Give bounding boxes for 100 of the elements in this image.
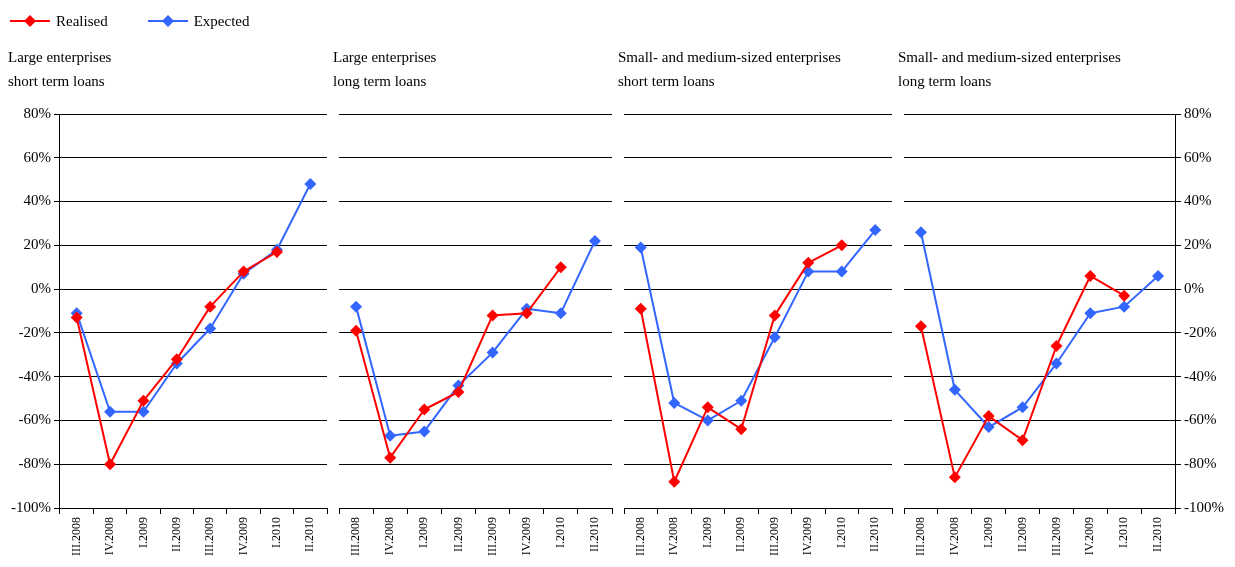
point (735, 394, 748, 407)
point (634, 241, 647, 254)
point (204, 322, 217, 335)
y-tick-label: 0% (1184, 280, 1205, 297)
point (1050, 340, 1063, 353)
point (802, 256, 815, 269)
y-tick-label: -80% (18, 455, 51, 472)
point (104, 458, 117, 471)
point (70, 311, 83, 324)
point (137, 394, 150, 407)
point (486, 309, 499, 322)
point (735, 423, 748, 436)
point (1016, 434, 1029, 447)
y-tick-label: -80% (1184, 455, 1217, 472)
x-tick-label: II.2010 (867, 517, 882, 553)
point (520, 307, 533, 320)
x-tick-label: III.2009 (484, 517, 499, 557)
y-tick-label: 20% (23, 236, 51, 253)
point (1050, 357, 1063, 370)
x-tick-label: III.2009 (202, 517, 217, 557)
x-tick-label: II.2009 (1014, 517, 1029, 553)
point (418, 403, 431, 416)
x-tick-label: IV.2009 (235, 517, 250, 556)
chart-title: Large enterprises long term loans (333, 48, 437, 89)
x-tick-label: II.2010 (587, 517, 602, 553)
point (982, 410, 995, 423)
legend-label: Expected (193, 12, 250, 30)
point (384, 429, 397, 442)
point (486, 346, 499, 359)
point (634, 302, 647, 315)
point (914, 320, 927, 333)
point (588, 234, 601, 247)
x-tick-label: II.2010 (1150, 517, 1165, 553)
point (701, 401, 714, 414)
x-tick-label: I.2009 (416, 517, 431, 549)
x-tick-label: II.2010 (302, 517, 317, 553)
point (835, 239, 848, 252)
point (384, 451, 397, 464)
point (701, 414, 714, 427)
point (418, 425, 431, 438)
y-tick-label: 80% (1184, 104, 1212, 121)
x-tick-label: IV.2009 (800, 517, 815, 556)
chart-title: Small- and medium-sized enterprises long term loans (898, 48, 1122, 89)
point (204, 300, 217, 313)
point (554, 307, 567, 320)
y-tick-label: 20% (1184, 236, 1212, 253)
x-tick-label: IV.2008 (102, 517, 117, 556)
point (1152, 269, 1165, 282)
y-tick-label: 60% (1184, 148, 1212, 165)
point (768, 309, 781, 322)
x-tick-label: III.2008 (632, 517, 647, 557)
point (835, 265, 848, 278)
point (948, 383, 961, 396)
point (869, 224, 882, 237)
point (768, 331, 781, 344)
point (1118, 289, 1131, 302)
x-tick-label: III.2009 (1048, 517, 1063, 557)
point (554, 261, 567, 274)
x-tick-label: IV.2008 (946, 517, 961, 556)
point (1016, 401, 1029, 414)
point (914, 226, 927, 239)
y-tick-label: -100% (1184, 498, 1225, 515)
x-tick-label: I.2010 (833, 517, 848, 549)
x-tick-label: IV.2009 (518, 517, 533, 556)
point (304, 178, 317, 191)
point (104, 405, 117, 418)
y-tick-label: -40% (18, 367, 51, 384)
y-tick-label: 80% (23, 104, 51, 121)
point (137, 405, 150, 418)
x-tick-label: I.2010 (552, 517, 567, 549)
x-tick-label: I.2010 (1116, 517, 1131, 549)
y-tick-label: -40% (1184, 367, 1217, 384)
chart-title: Large enterprises short term loans (8, 48, 112, 89)
chart-title: Small- and medium-sized enterprises short term loans (618, 48, 842, 89)
x-tick-label: IV.2008 (382, 517, 397, 556)
y-tick-label: -60% (1184, 411, 1217, 428)
point (1118, 300, 1131, 313)
x-tick-label: III.2008 (68, 517, 83, 557)
point (350, 324, 363, 337)
x-tick-label: III.2008 (913, 517, 928, 557)
x-tick-label: I.2009 (980, 517, 995, 549)
x-tick-label: III.2008 (348, 517, 363, 557)
x-tick-label: I.2009 (699, 517, 714, 549)
y-tick-label: 40% (23, 192, 51, 209)
x-tick-label: I.2010 (269, 517, 284, 549)
y-tick-label: 40% (1184, 192, 1212, 209)
point (1084, 269, 1097, 282)
y-tick-label: -20% (18, 323, 51, 340)
y-tick-label: 60% (23, 148, 51, 165)
x-tick-label: II.2009 (168, 517, 183, 553)
x-tick-label: IV.2008 (666, 517, 681, 556)
point (452, 386, 465, 398)
x-tick-label: II.2009 (733, 517, 748, 553)
point (350, 300, 363, 313)
x-tick-label: IV.2009 (1082, 517, 1097, 556)
point (948, 471, 961, 484)
point (1084, 307, 1097, 320)
y-tick-label: -100% (10, 498, 51, 515)
legend-label: Realised (56, 12, 108, 30)
point (170, 353, 183, 366)
